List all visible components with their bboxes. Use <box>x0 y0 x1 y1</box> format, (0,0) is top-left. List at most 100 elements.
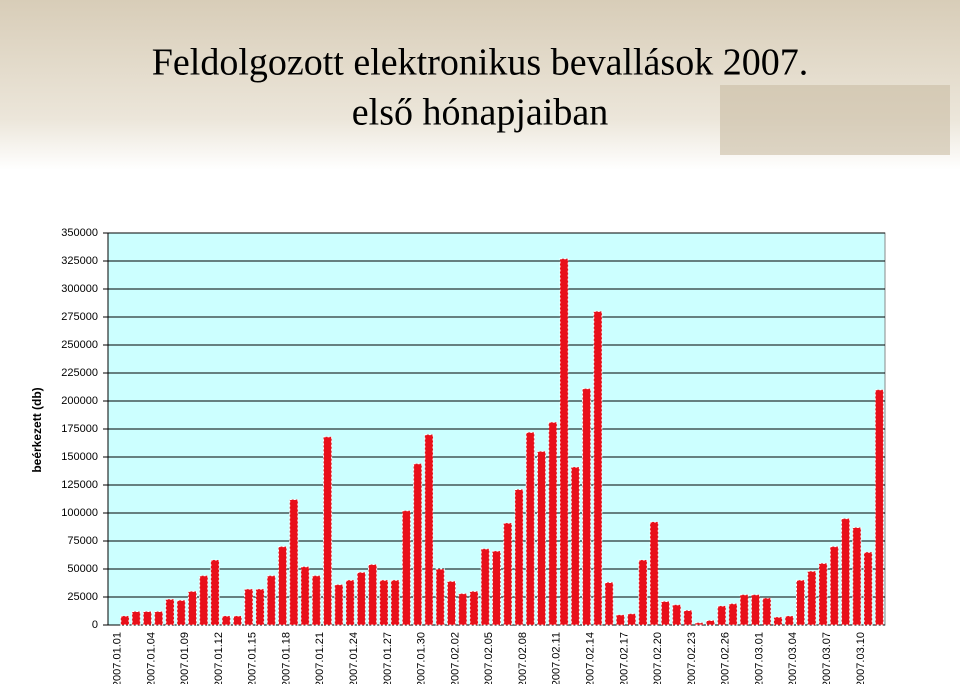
bar <box>176 599 186 626</box>
y-tick-label: 75000 <box>67 535 98 547</box>
bar <box>874 389 884 626</box>
bar <box>750 594 761 626</box>
bar <box>289 499 299 626</box>
bar <box>683 609 693 626</box>
x-tick-label: 2007.01.15 <box>247 632 259 684</box>
x-tick-label: 2007.01.21 <box>314 632 326 684</box>
bar <box>818 562 828 626</box>
x-tick-label: 2007.01.09 <box>179 632 191 684</box>
bar <box>728 603 738 626</box>
x-tick-label: 2007.02.20 <box>652 632 664 684</box>
x-tick-label: 2007.02.11 <box>551 632 563 684</box>
bar <box>323 436 333 626</box>
bar <box>277 546 288 626</box>
bar <box>829 546 839 626</box>
bar <box>525 431 535 626</box>
bar <box>660 600 670 626</box>
y-tick-label: 300000 <box>61 283 98 295</box>
y-tick-label: 125000 <box>61 479 98 491</box>
x-tick-label: 2007.01.04 <box>145 632 157 684</box>
bar <box>120 615 130 626</box>
bar <box>311 575 321 626</box>
bar <box>480 548 490 626</box>
y-tick-label: 325000 <box>61 255 98 267</box>
y-tick-label: 250000 <box>61 339 98 351</box>
bar <box>739 594 749 626</box>
bar <box>514 488 524 626</box>
bar <box>570 466 580 626</box>
bar <box>503 522 513 626</box>
y-tick-label: 50000 <box>67 563 98 575</box>
y-tick-label: 350000 <box>61 227 98 239</box>
bar <box>368 564 378 626</box>
bar <box>334 584 344 626</box>
x-tick-label: 2007.01.30 <box>416 632 428 684</box>
bar <box>863 551 873 626</box>
bar <box>356 571 366 626</box>
bar <box>345 579 355 626</box>
y-axis-label: beérkezett (db) <box>30 387 44 472</box>
x-tick-label: 2007.02.23 <box>686 632 698 684</box>
bar <box>413 463 423 626</box>
x-tick-label: 2007.02.14 <box>584 632 596 684</box>
bar <box>807 570 817 626</box>
bar <box>401 510 411 626</box>
x-tick-label: 2007.02.17 <box>618 632 630 684</box>
x-tick-label: 2007.01.27 <box>382 632 394 684</box>
bar <box>773 616 783 626</box>
bar <box>795 579 806 626</box>
x-tick-label: 2007.03.01 <box>753 632 765 684</box>
bar <box>390 579 400 626</box>
x-tick-label: 2007.01.01 <box>112 632 124 684</box>
x-tick-label: 2007.02.26 <box>720 632 732 684</box>
chart-title: Feldolgozott elektronikus bevallások 200… <box>152 42 808 84</box>
bar <box>199 575 209 626</box>
bar <box>627 613 637 626</box>
bar <box>694 622 704 626</box>
x-tick-label: 2007.03.10 <box>855 632 867 684</box>
bar <box>717 605 727 626</box>
bar <box>221 615 231 626</box>
x-tick-label: 2007.01.24 <box>348 632 360 684</box>
bar <box>446 580 457 626</box>
x-tick-label: 2007.02.05 <box>483 632 495 684</box>
bar <box>165 598 175 626</box>
bar <box>852 527 862 626</box>
bar <box>593 310 603 626</box>
bar <box>255 588 265 626</box>
bar <box>379 579 389 626</box>
bar <box>582 388 592 626</box>
bar <box>536 450 547 626</box>
bar <box>638 559 648 626</box>
bar <box>705 620 716 626</box>
bar <box>458 593 468 626</box>
bar <box>469 590 479 626</box>
x-tick-label: 2007.02.08 <box>517 632 529 684</box>
y-tick-label: 275000 <box>61 311 98 323</box>
y-tick-label: 175000 <box>61 423 98 435</box>
x-tick-label: 2007.01.12 <box>213 632 225 684</box>
y-tick-label: 225000 <box>61 367 98 379</box>
bar <box>210 559 220 626</box>
y-tick-label: 25000 <box>67 591 98 603</box>
bar <box>232 615 243 626</box>
bar <box>187 590 198 626</box>
bar <box>300 566 310 626</box>
y-tick-label: 100000 <box>61 507 98 519</box>
x-tick-label: 2007.03.07 <box>821 632 833 684</box>
x-tick-label: 2007.01.18 <box>280 632 292 684</box>
bar <box>604 581 614 626</box>
bar <box>435 568 445 626</box>
bar <box>266 575 276 626</box>
bar <box>649 521 659 626</box>
x-tick-label: 2007.02.02 <box>449 632 461 684</box>
bar <box>424 434 434 626</box>
bar <box>559 258 569 626</box>
bar <box>244 588 254 626</box>
bar <box>548 421 558 626</box>
chart-subtitle: első hónapjaiban <box>352 92 608 134</box>
bar <box>154 611 164 626</box>
y-tick-label: 200000 <box>61 395 98 407</box>
bar <box>784 615 794 626</box>
